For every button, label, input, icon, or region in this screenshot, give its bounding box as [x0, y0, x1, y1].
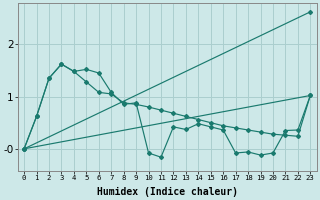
X-axis label: Humidex (Indice chaleur): Humidex (Indice chaleur) — [97, 186, 238, 197]
